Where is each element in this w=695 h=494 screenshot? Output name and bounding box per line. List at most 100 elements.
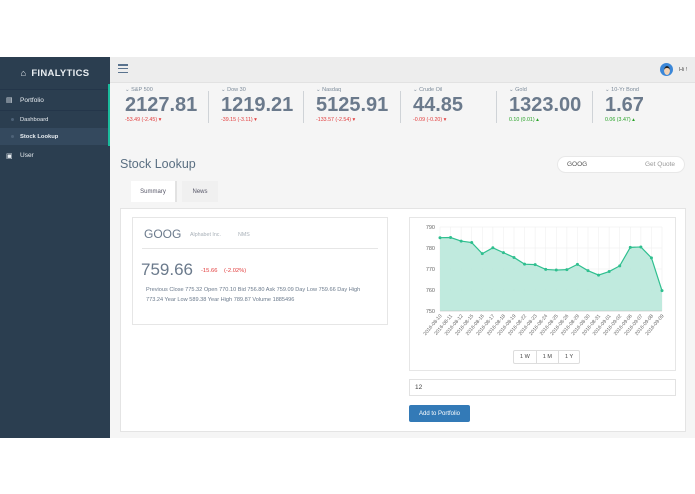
ticker-5[interactable]: ⌄ 10-Yr Bond 1.67 0.06 (3.47) ▴ xyxy=(605,87,644,137)
greeting[interactable]: Hi ! xyxy=(679,67,688,73)
ticker-change: -133.57 (-2.54) ▾ xyxy=(316,117,356,123)
ticker-change: -53.49 (-2.45) ▾ xyxy=(125,117,162,123)
sidebar: ⌂ FINALYTICS ▤ Portfolio Dashboard Stock L… xyxy=(0,57,110,438)
y-tick-label: 770 xyxy=(426,267,435,273)
y-tick-label: 760 xyxy=(426,288,435,294)
summary-panel: GOOG Alphabet Inc. NMS 759.66 -15.66 (-2… xyxy=(120,208,686,432)
range-selector: 1 W 1 M 1 Y xyxy=(513,350,581,364)
quote-price: 759.66 xyxy=(141,260,193,279)
tab-news[interactable]: News xyxy=(182,181,218,202)
ticker-0[interactable]: ⌄ S&P 500 2127.81 -53.49 (-2.45) ▾ xyxy=(125,87,197,137)
range-1m-button[interactable]: 1 M xyxy=(537,351,559,363)
sidebar-item-dashboard[interactable]: Dashboard xyxy=(0,111,110,128)
tab-summary[interactable]: Summary xyxy=(131,181,177,202)
price-chart: 7507607707807902016-08-102016-08-112016-… xyxy=(422,225,665,337)
price-change: -15.66 xyxy=(201,268,218,274)
data-point xyxy=(544,267,548,271)
caret-down-icon: ▾ xyxy=(252,117,257,123)
data-point xyxy=(491,246,495,250)
data-point xyxy=(470,241,474,245)
quote-card: GOOG Alphabet Inc. NMS 759.66 -15.66 (-2… xyxy=(132,217,388,325)
get-quote-button[interactable]: Get Quote xyxy=(645,161,675,168)
data-point xyxy=(523,262,527,266)
ticker-3[interactable]: ⌄ Crude Oil 44.85 -0.09 (-0.20) ▾ xyxy=(413,87,463,137)
ticker-label: ⌄ Crude Oil xyxy=(413,87,443,93)
caret-down-icon: ▾ xyxy=(157,117,162,123)
sidebar-item-label: Portfolio xyxy=(20,96,44,104)
ticker-1[interactable]: ⌄ Dow 30 1219.21 -39.15 (-3.11) ▾ xyxy=(221,87,293,137)
y-tick-label: 750 xyxy=(426,309,435,315)
top-bar xyxy=(110,57,695,83)
quantity-input[interactable] xyxy=(409,379,676,396)
data-point xyxy=(565,268,569,272)
add-to-portfolio-button[interactable]: Add to Portfolio xyxy=(409,405,470,422)
divider xyxy=(142,248,378,249)
data-point xyxy=(512,255,516,259)
ticker-value: 5125.91 xyxy=(316,94,389,116)
app: ⌂ FINALYTICS ▤ Portfolio Dashboard Stock L… xyxy=(0,57,695,438)
data-point xyxy=(438,236,442,240)
caret-down-icon: ▾ xyxy=(442,117,447,123)
ticker-label: ⌄ Dow 30 xyxy=(221,87,246,93)
ticker-label: ⌄ Nasdaq xyxy=(316,87,342,93)
ticker-divider xyxy=(496,91,497,123)
company-name: Alphabet Inc. xyxy=(190,232,221,238)
data-point xyxy=(597,273,601,277)
page-title: Stock Lookup xyxy=(120,157,196,171)
data-point xyxy=(533,263,537,267)
ticker-value: 1219.21 xyxy=(221,94,294,116)
caret-up-icon: ▴ xyxy=(630,117,635,123)
data-point xyxy=(660,289,664,293)
sidebar-item-user[interactable]: ▣ User xyxy=(0,145,110,166)
ticker-divider xyxy=(592,91,593,123)
ticker-value: 1323.00 xyxy=(509,94,582,116)
data-point xyxy=(554,268,558,272)
data-point xyxy=(607,270,611,274)
series-line xyxy=(439,236,663,291)
ticker-label: ⌄ Gold xyxy=(509,87,527,93)
data-point xyxy=(459,239,463,243)
sidebar-item-label: Stock Lookup xyxy=(20,133,59,140)
range-1w-button[interactable]: 1 W xyxy=(514,351,537,363)
ticker-label: ⌄ S&P 500 xyxy=(125,87,153,93)
price-change-pct: (-2.02%) xyxy=(224,268,247,274)
ticker-divider xyxy=(400,91,401,123)
quote-symbol: GOOG xyxy=(144,227,182,241)
data-point xyxy=(618,264,622,268)
ticker-4[interactable]: ⌄ Gold 1323.00 0.10 (0.01) ▴ xyxy=(509,87,581,137)
data-point xyxy=(586,269,590,273)
ticker-divider xyxy=(303,91,304,123)
quote-details: Previous Close 775.32 Open 770.10 Bid 75… xyxy=(146,287,361,303)
y-tick-label: 780 xyxy=(426,246,435,252)
ticker-2[interactable]: ⌄ Nasdaq 5125.91 -133.57 (-2.54) ▾ xyxy=(316,87,388,137)
ticker-value: 44.85 xyxy=(413,94,464,116)
avatar[interactable] xyxy=(660,63,673,76)
sidebar-item-stock-lookup[interactable]: Stock Lookup xyxy=(0,128,110,145)
brand[interactable]: ⌂ FINALYTICS xyxy=(0,57,110,90)
ticker-divider xyxy=(208,91,209,123)
menu-icon[interactable] xyxy=(118,64,128,75)
caret-down-icon: ▾ xyxy=(351,117,356,123)
ticker-value: 1.67 xyxy=(605,94,644,116)
active-indicator xyxy=(108,84,110,146)
y-tick-label: 790 xyxy=(426,225,435,231)
quote-search: Get Quote xyxy=(557,156,685,173)
sidebar-item-label: Dashboard xyxy=(20,116,49,123)
range-1y-button[interactable]: 1 Y xyxy=(564,354,574,360)
data-point xyxy=(639,245,643,249)
brand-title: FINALYTICS xyxy=(31,67,90,79)
data-point xyxy=(501,251,505,255)
ticker-value: 2127.81 xyxy=(125,94,198,116)
sidebar-item-label: User xyxy=(20,152,34,159)
data-point xyxy=(449,236,453,239)
sidebar-item-portfolio[interactable]: ▤ Portfolio xyxy=(0,90,110,111)
area-fill xyxy=(440,237,662,311)
home-icon: ⌂ xyxy=(20,68,27,78)
data-point xyxy=(480,252,484,256)
ticker-change: -39.15 (-3.11) ▾ xyxy=(221,117,257,123)
exchange: NMS xyxy=(238,232,250,238)
area-chart-icon: ▤ xyxy=(6,97,13,104)
ticker-change: 0.10 (0.01) ▴ xyxy=(509,117,539,123)
search-input[interactable] xyxy=(567,161,627,168)
ticker-label: ⌄ 10-Yr Bond xyxy=(605,87,639,93)
